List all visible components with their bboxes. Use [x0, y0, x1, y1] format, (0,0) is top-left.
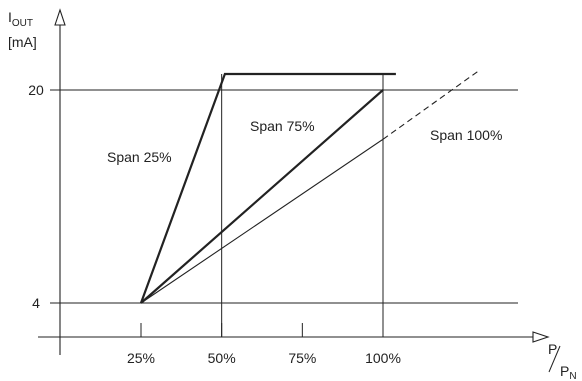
- annotation-span-100-: Span 100%: [430, 127, 502, 143]
- annotation-span-25-: Span 25%: [107, 149, 172, 165]
- labels: Span 25% Span 75% Span 100%: [107, 118, 502, 165]
- series-line-span-75-: [140, 89, 384, 304]
- x-tick-label: 25%: [127, 350, 155, 366]
- reference-grid: [50, 74, 518, 337]
- y-tick-label: 4: [32, 295, 40, 311]
- x-axis-label-slash: [548, 345, 561, 373]
- x-tick-label: 75%: [288, 350, 316, 366]
- annotation-span-75-: Span 75%: [250, 118, 315, 134]
- y-axis-label: IOUT: [8, 9, 33, 29]
- series-lines: [139, 69, 481, 304]
- series-line-span-100-: [140, 138, 384, 304]
- x-axis-label-numerator: P: [548, 341, 557, 357]
- y-tick-label: 20: [28, 82, 44, 98]
- x-tick-label: 100%: [365, 350, 401, 366]
- y-axis-unit: [mA]: [8, 34, 37, 50]
- x-tick-label: 50%: [208, 350, 236, 366]
- series-line-span-25-: [139, 72, 396, 304]
- axis-ticks: 25% 50% 75% 100% 4 20: [28, 82, 401, 366]
- x-axis-label-denominator: PN: [560, 363, 577, 381]
